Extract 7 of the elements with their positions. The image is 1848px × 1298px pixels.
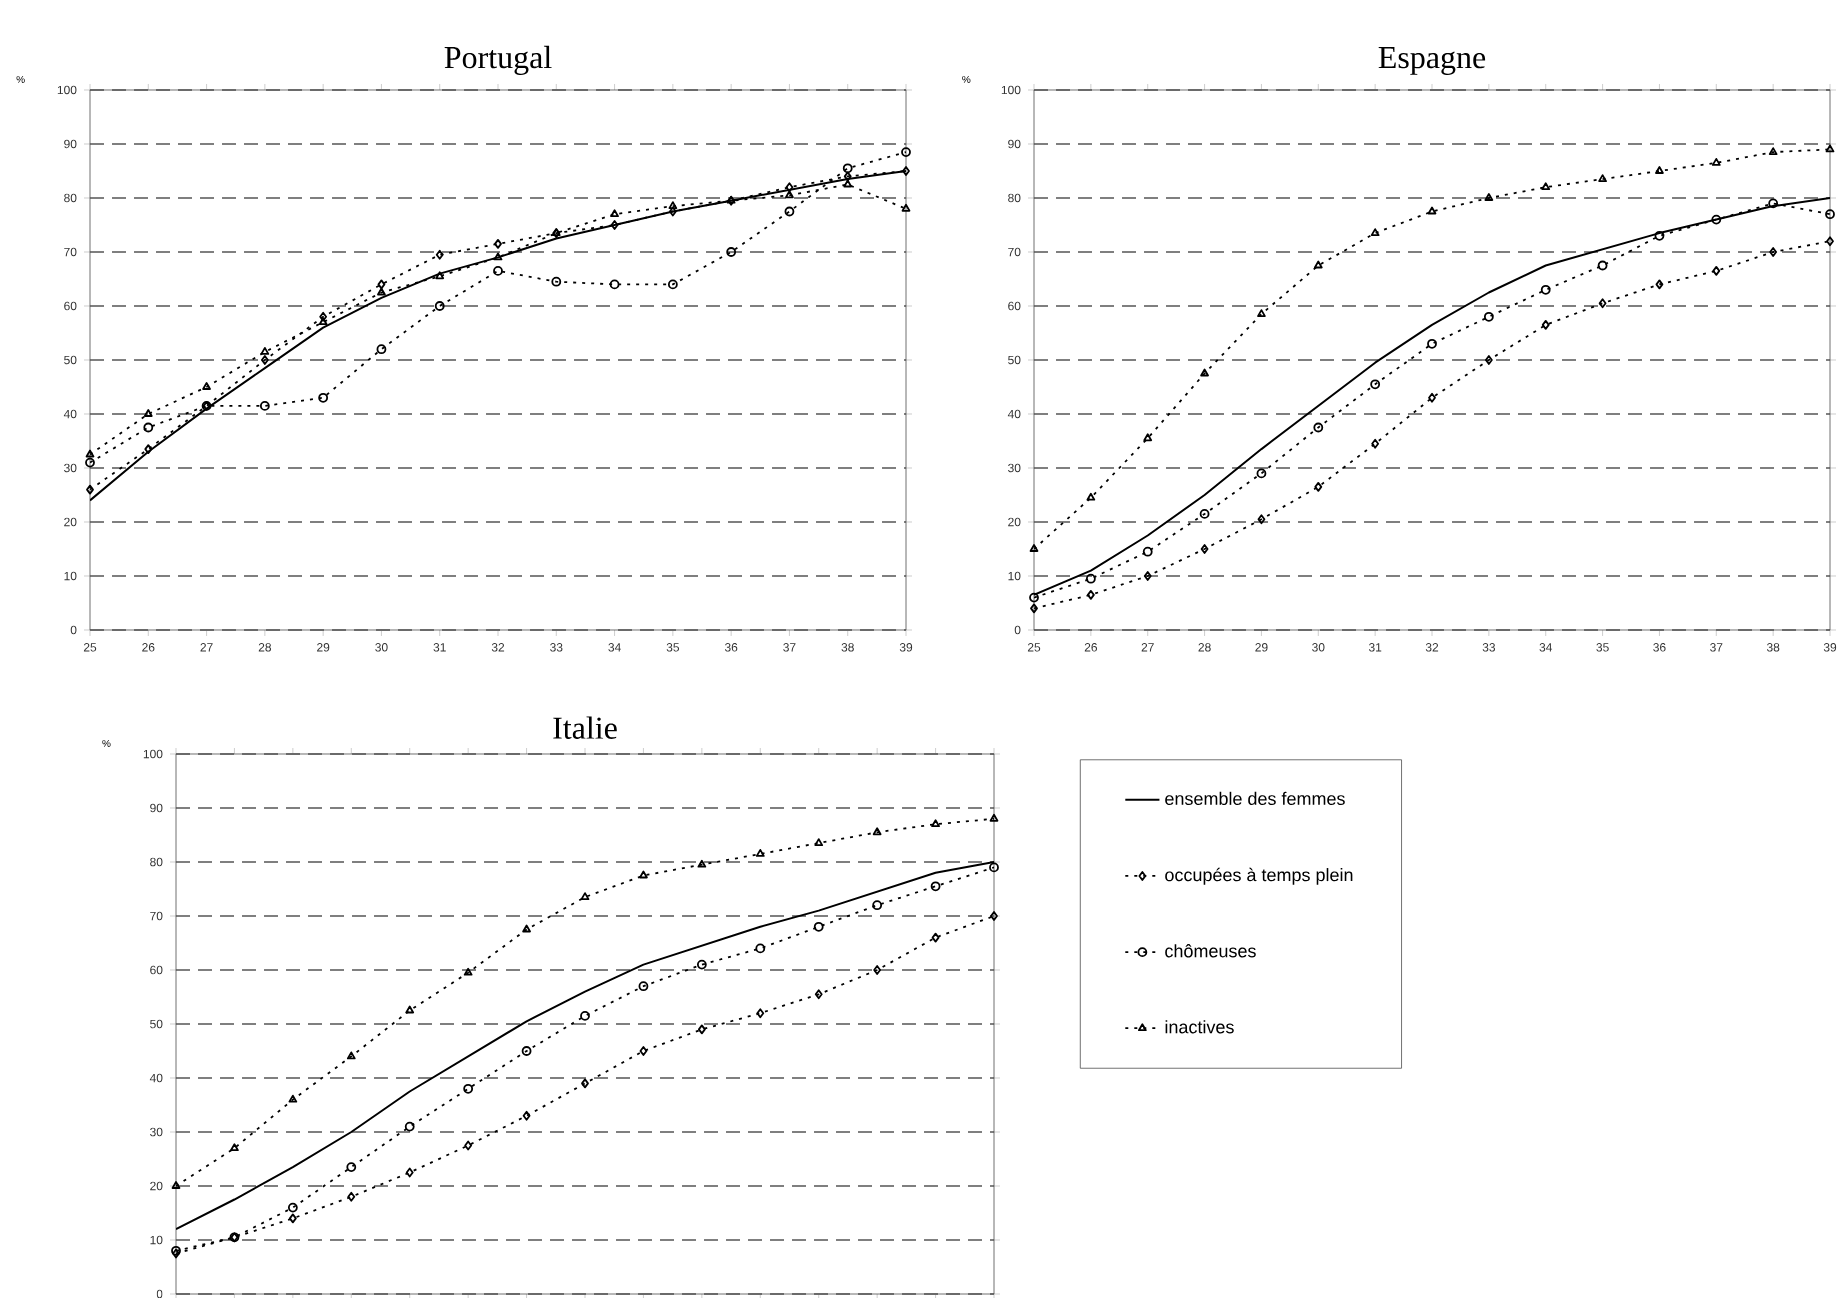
chart-title: Portugal bbox=[444, 45, 552, 75]
chart-title: Italie bbox=[553, 716, 617, 739]
legend-label: occupées à temps plein bbox=[1165, 867, 1353, 885]
legend-label: inactives bbox=[1165, 1020, 1234, 1034]
legend-label: chômeuses bbox=[1165, 944, 1256, 958]
chart-title: Espagne bbox=[1378, 47, 1486, 75]
legend-label: ensemble des femmes bbox=[1165, 791, 1345, 806]
